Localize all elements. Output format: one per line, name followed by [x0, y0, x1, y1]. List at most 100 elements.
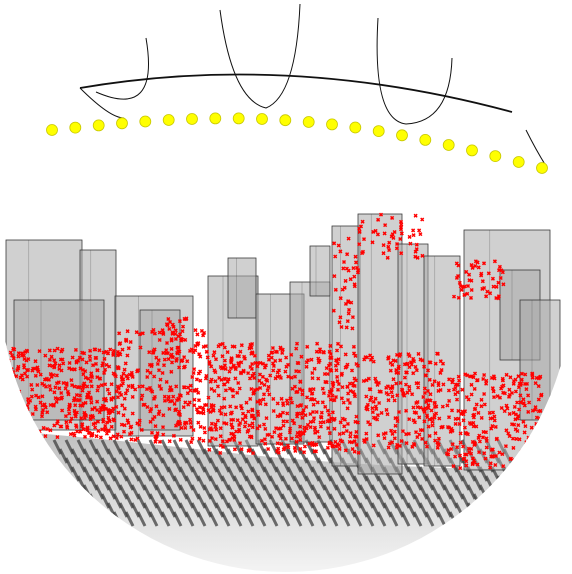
red-cross-marker [202, 439, 205, 442]
red-cross-marker [303, 451, 306, 454]
red-cross-marker [319, 425, 322, 428]
red-cross-marker [39, 401, 42, 404]
red-cross-marker [396, 394, 399, 397]
shadow-mark [486, 512, 493, 526]
red-cross-marker [146, 376, 149, 379]
red-cross-marker [469, 375, 472, 378]
red-cross-marker [470, 393, 473, 396]
red-cross-marker [234, 377, 237, 380]
red-cross-marker [301, 389, 304, 392]
red-cross-marker [468, 451, 471, 454]
red-cross-marker [90, 398, 93, 401]
red-cross-marker [348, 440, 351, 443]
red-cross-marker [223, 346, 226, 349]
red-cross-marker [540, 394, 543, 397]
red-cross-marker [343, 418, 346, 421]
red-cross-marker [385, 408, 388, 411]
red-cross-marker [240, 448, 243, 451]
red-cross-marker [437, 443, 440, 446]
red-cross-marker [41, 411, 44, 414]
red-cross-marker [117, 411, 120, 414]
red-cross-marker [236, 354, 239, 357]
red-cross-marker [235, 430, 238, 433]
shadow-mark [510, 494, 517, 508]
red-cross-marker [337, 383, 340, 386]
red-cross-marker [346, 407, 349, 410]
shadow-mark [492, 485, 499, 499]
red-cross-marker [229, 405, 232, 408]
trajectory-point [163, 115, 174, 126]
red-cross-marker [397, 365, 400, 368]
red-cross-marker [474, 372, 477, 375]
red-cross-marker [130, 438, 133, 441]
red-cross-marker [415, 369, 418, 372]
red-cross-marker [353, 275, 356, 278]
red-cross-marker [192, 429, 195, 432]
shadow-mark [510, 512, 517, 526]
red-cross-marker [186, 360, 189, 363]
red-cross-marker [89, 380, 92, 383]
red-cross-marker [13, 348, 16, 351]
red-cross-marker [387, 245, 390, 248]
red-cross-marker [349, 278, 352, 281]
red-cross-marker [473, 408, 476, 411]
red-cross-marker [5, 421, 8, 424]
red-cross-marker [286, 420, 289, 423]
red-cross-marker [329, 398, 332, 401]
red-cross-marker [317, 377, 320, 380]
red-cross-marker [97, 385, 100, 388]
red-cross-marker [165, 349, 168, 352]
red-cross-marker [355, 430, 358, 433]
red-cross-marker [339, 316, 342, 319]
red-cross-marker [214, 371, 217, 374]
red-cross-marker [41, 404, 44, 407]
red-cross-marker [282, 404, 285, 407]
red-cross-marker [303, 426, 306, 429]
red-cross-marker [270, 351, 273, 354]
red-cross-marker [78, 356, 81, 359]
red-cross-marker [483, 452, 486, 455]
red-cross-marker [104, 425, 107, 428]
red-cross-marker [41, 415, 44, 418]
red-cross-marker [276, 450, 279, 453]
red-cross-marker [41, 395, 44, 398]
red-cross-marker [278, 369, 281, 372]
red-cross-marker [457, 375, 460, 378]
red-cross-marker [53, 366, 56, 369]
red-cross-marker [191, 437, 194, 440]
red-cross-marker [313, 444, 316, 447]
red-cross-marker [126, 330, 129, 333]
red-cross-marker [492, 285, 495, 288]
red-cross-marker [220, 406, 223, 409]
red-cross-marker [14, 423, 17, 426]
red-cross-marker [193, 398, 196, 401]
red-cross-marker [108, 365, 111, 368]
red-cross-marker [91, 408, 94, 411]
red-cross-marker [495, 285, 498, 288]
red-cross-marker [342, 432, 345, 435]
red-cross-marker [470, 423, 473, 426]
red-cross-marker [336, 380, 339, 383]
red-cross-marker [316, 342, 319, 345]
red-cross-marker [141, 332, 144, 335]
red-cross-marker [391, 363, 394, 366]
red-cross-marker [79, 367, 82, 370]
red-cross-marker [263, 366, 266, 369]
red-cross-marker [419, 233, 422, 236]
red-cross-marker [53, 359, 56, 362]
red-cross-marker [300, 355, 303, 358]
red-cross-marker [160, 387, 163, 390]
red-cross-marker [251, 343, 254, 346]
red-cross-marker [390, 235, 393, 238]
red-cross-marker [424, 441, 427, 444]
red-cross-marker [194, 329, 197, 332]
red-cross-marker [59, 358, 62, 361]
red-cross-marker [4, 348, 7, 351]
red-cross-marker [408, 389, 411, 392]
red-cross-marker [214, 380, 217, 383]
red-cross-marker [248, 424, 251, 427]
red-cross-marker [539, 462, 542, 465]
red-cross-marker [422, 396, 425, 399]
red-cross-marker [483, 403, 486, 406]
red-cross-marker [527, 394, 530, 397]
